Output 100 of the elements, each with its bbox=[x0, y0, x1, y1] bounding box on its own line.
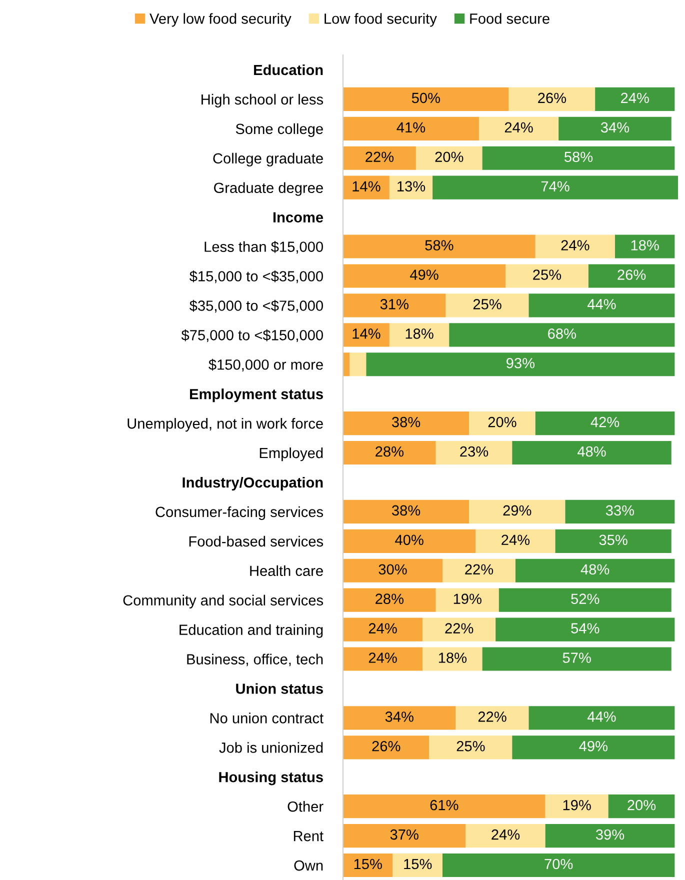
bar bbox=[512, 440, 672, 465]
bar bbox=[535, 234, 615, 258]
data-label: 26% bbox=[538, 92, 566, 104]
bar bbox=[466, 824, 546, 848]
data-label: 30% bbox=[378, 564, 407, 575]
bar bbox=[456, 706, 529, 730]
y-tick-label: College graduate bbox=[213, 152, 323, 166]
bar bbox=[366, 352, 675, 376]
bar bbox=[449, 323, 675, 347]
bar bbox=[343, 558, 443, 582]
data-label: 50% bbox=[412, 92, 440, 104]
bar bbox=[343, 440, 436, 465]
data-label: 52% bbox=[571, 594, 600, 604]
data-label: 61% bbox=[430, 800, 458, 810]
data-label: 44% bbox=[587, 299, 616, 310]
bar bbox=[614, 234, 675, 258]
data-label: 20% bbox=[435, 152, 464, 162]
bar bbox=[343, 294, 446, 318]
y-tick-label: Unemployed, not in work force bbox=[128, 418, 323, 432]
data-label: 20% bbox=[628, 800, 656, 810]
y-tick-label: $150,000 or more bbox=[208, 358, 323, 372]
bar bbox=[432, 176, 678, 200]
bar bbox=[343, 87, 509, 111]
y-tick-label: Education and training bbox=[180, 624, 323, 638]
bar bbox=[343, 323, 390, 347]
data-label: 25% bbox=[473, 299, 502, 310]
y-tick-label: Food-based services bbox=[189, 536, 324, 547]
bar bbox=[422, 618, 496, 642]
bar bbox=[478, 116, 559, 140]
bar bbox=[555, 529, 672, 553]
bar bbox=[565, 500, 675, 524]
bar bbox=[436, 588, 499, 612]
y-tick-label: $75,000 to <$150,000 bbox=[181, 329, 323, 342]
bar bbox=[545, 824, 675, 848]
data-label: 23% bbox=[460, 446, 488, 457]
bar bbox=[343, 500, 470, 524]
data-label: 68% bbox=[548, 328, 576, 339]
bar bbox=[343, 618, 423, 642]
data-label: 24% bbox=[492, 829, 520, 840]
bar bbox=[343, 352, 350, 376]
data-label: 34% bbox=[385, 712, 414, 722]
y-tick-label: $15,000 to <$35,000 bbox=[190, 270, 323, 284]
bar bbox=[496, 618, 675, 642]
data-label: 28% bbox=[376, 594, 404, 604]
data-label: 34% bbox=[600, 122, 630, 133]
bar bbox=[343, 116, 479, 140]
data-label: 41% bbox=[396, 122, 426, 133]
bar bbox=[469, 500, 566, 524]
data-label: 37% bbox=[390, 829, 418, 840]
data-label: 24% bbox=[368, 623, 397, 634]
data-label: 35% bbox=[599, 534, 628, 546]
bar bbox=[595, 87, 675, 111]
bar bbox=[392, 853, 443, 878]
y-tick-label: Other bbox=[288, 801, 324, 812]
bar bbox=[482, 647, 672, 671]
data-label: 26% bbox=[372, 741, 400, 752]
data-label: 48% bbox=[578, 446, 606, 457]
bar bbox=[508, 87, 596, 111]
bar bbox=[343, 234, 536, 258]
data-label: 54% bbox=[571, 623, 600, 634]
y-tick-label: Rent bbox=[294, 831, 324, 842]
data-label: 14% bbox=[352, 328, 380, 339]
data-label: 70% bbox=[544, 858, 573, 870]
data-label: 24% bbox=[621, 92, 649, 104]
data-label: 24% bbox=[502, 534, 530, 546]
y-tick-label: Union status bbox=[236, 683, 323, 694]
data-label: 44% bbox=[587, 712, 616, 722]
bar bbox=[498, 588, 672, 612]
data-label: 19% bbox=[454, 594, 482, 604]
bar bbox=[515, 558, 675, 582]
bar bbox=[545, 794, 608, 818]
data-label: 18% bbox=[631, 240, 659, 250]
bar bbox=[442, 558, 516, 582]
bar bbox=[506, 264, 588, 288]
data-label: 25% bbox=[533, 270, 562, 280]
data-label: 38% bbox=[392, 416, 420, 428]
bar bbox=[350, 352, 366, 376]
bar bbox=[343, 264, 506, 288]
y-tick-label: Consumer-facing services bbox=[156, 506, 324, 520]
bar bbox=[343, 146, 416, 170]
y-tick-label: Own bbox=[294, 860, 323, 871]
data-label: 22% bbox=[445, 623, 474, 634]
data-label: 20% bbox=[488, 416, 516, 428]
legend-label: Low food security bbox=[324, 13, 437, 27]
bar bbox=[416, 146, 482, 170]
bar bbox=[343, 824, 466, 848]
data-label: 18% bbox=[406, 328, 434, 339]
data-label: 31% bbox=[380, 299, 408, 310]
data-label: 58% bbox=[564, 152, 593, 162]
bar bbox=[343, 647, 423, 671]
bar bbox=[535, 412, 675, 436]
data-label: 24% bbox=[504, 122, 533, 133]
data-label: 49% bbox=[579, 741, 608, 752]
y-tick-label: Employed bbox=[260, 447, 323, 462]
data-label: 28% bbox=[376, 446, 404, 457]
y-tick-label: No union contract bbox=[210, 712, 324, 724]
y-tick-label: Income bbox=[273, 212, 324, 222]
y-tick-label: Job is unionized bbox=[219, 742, 323, 753]
bar bbox=[343, 412, 470, 436]
y-tick-label: Employment status bbox=[190, 388, 323, 402]
